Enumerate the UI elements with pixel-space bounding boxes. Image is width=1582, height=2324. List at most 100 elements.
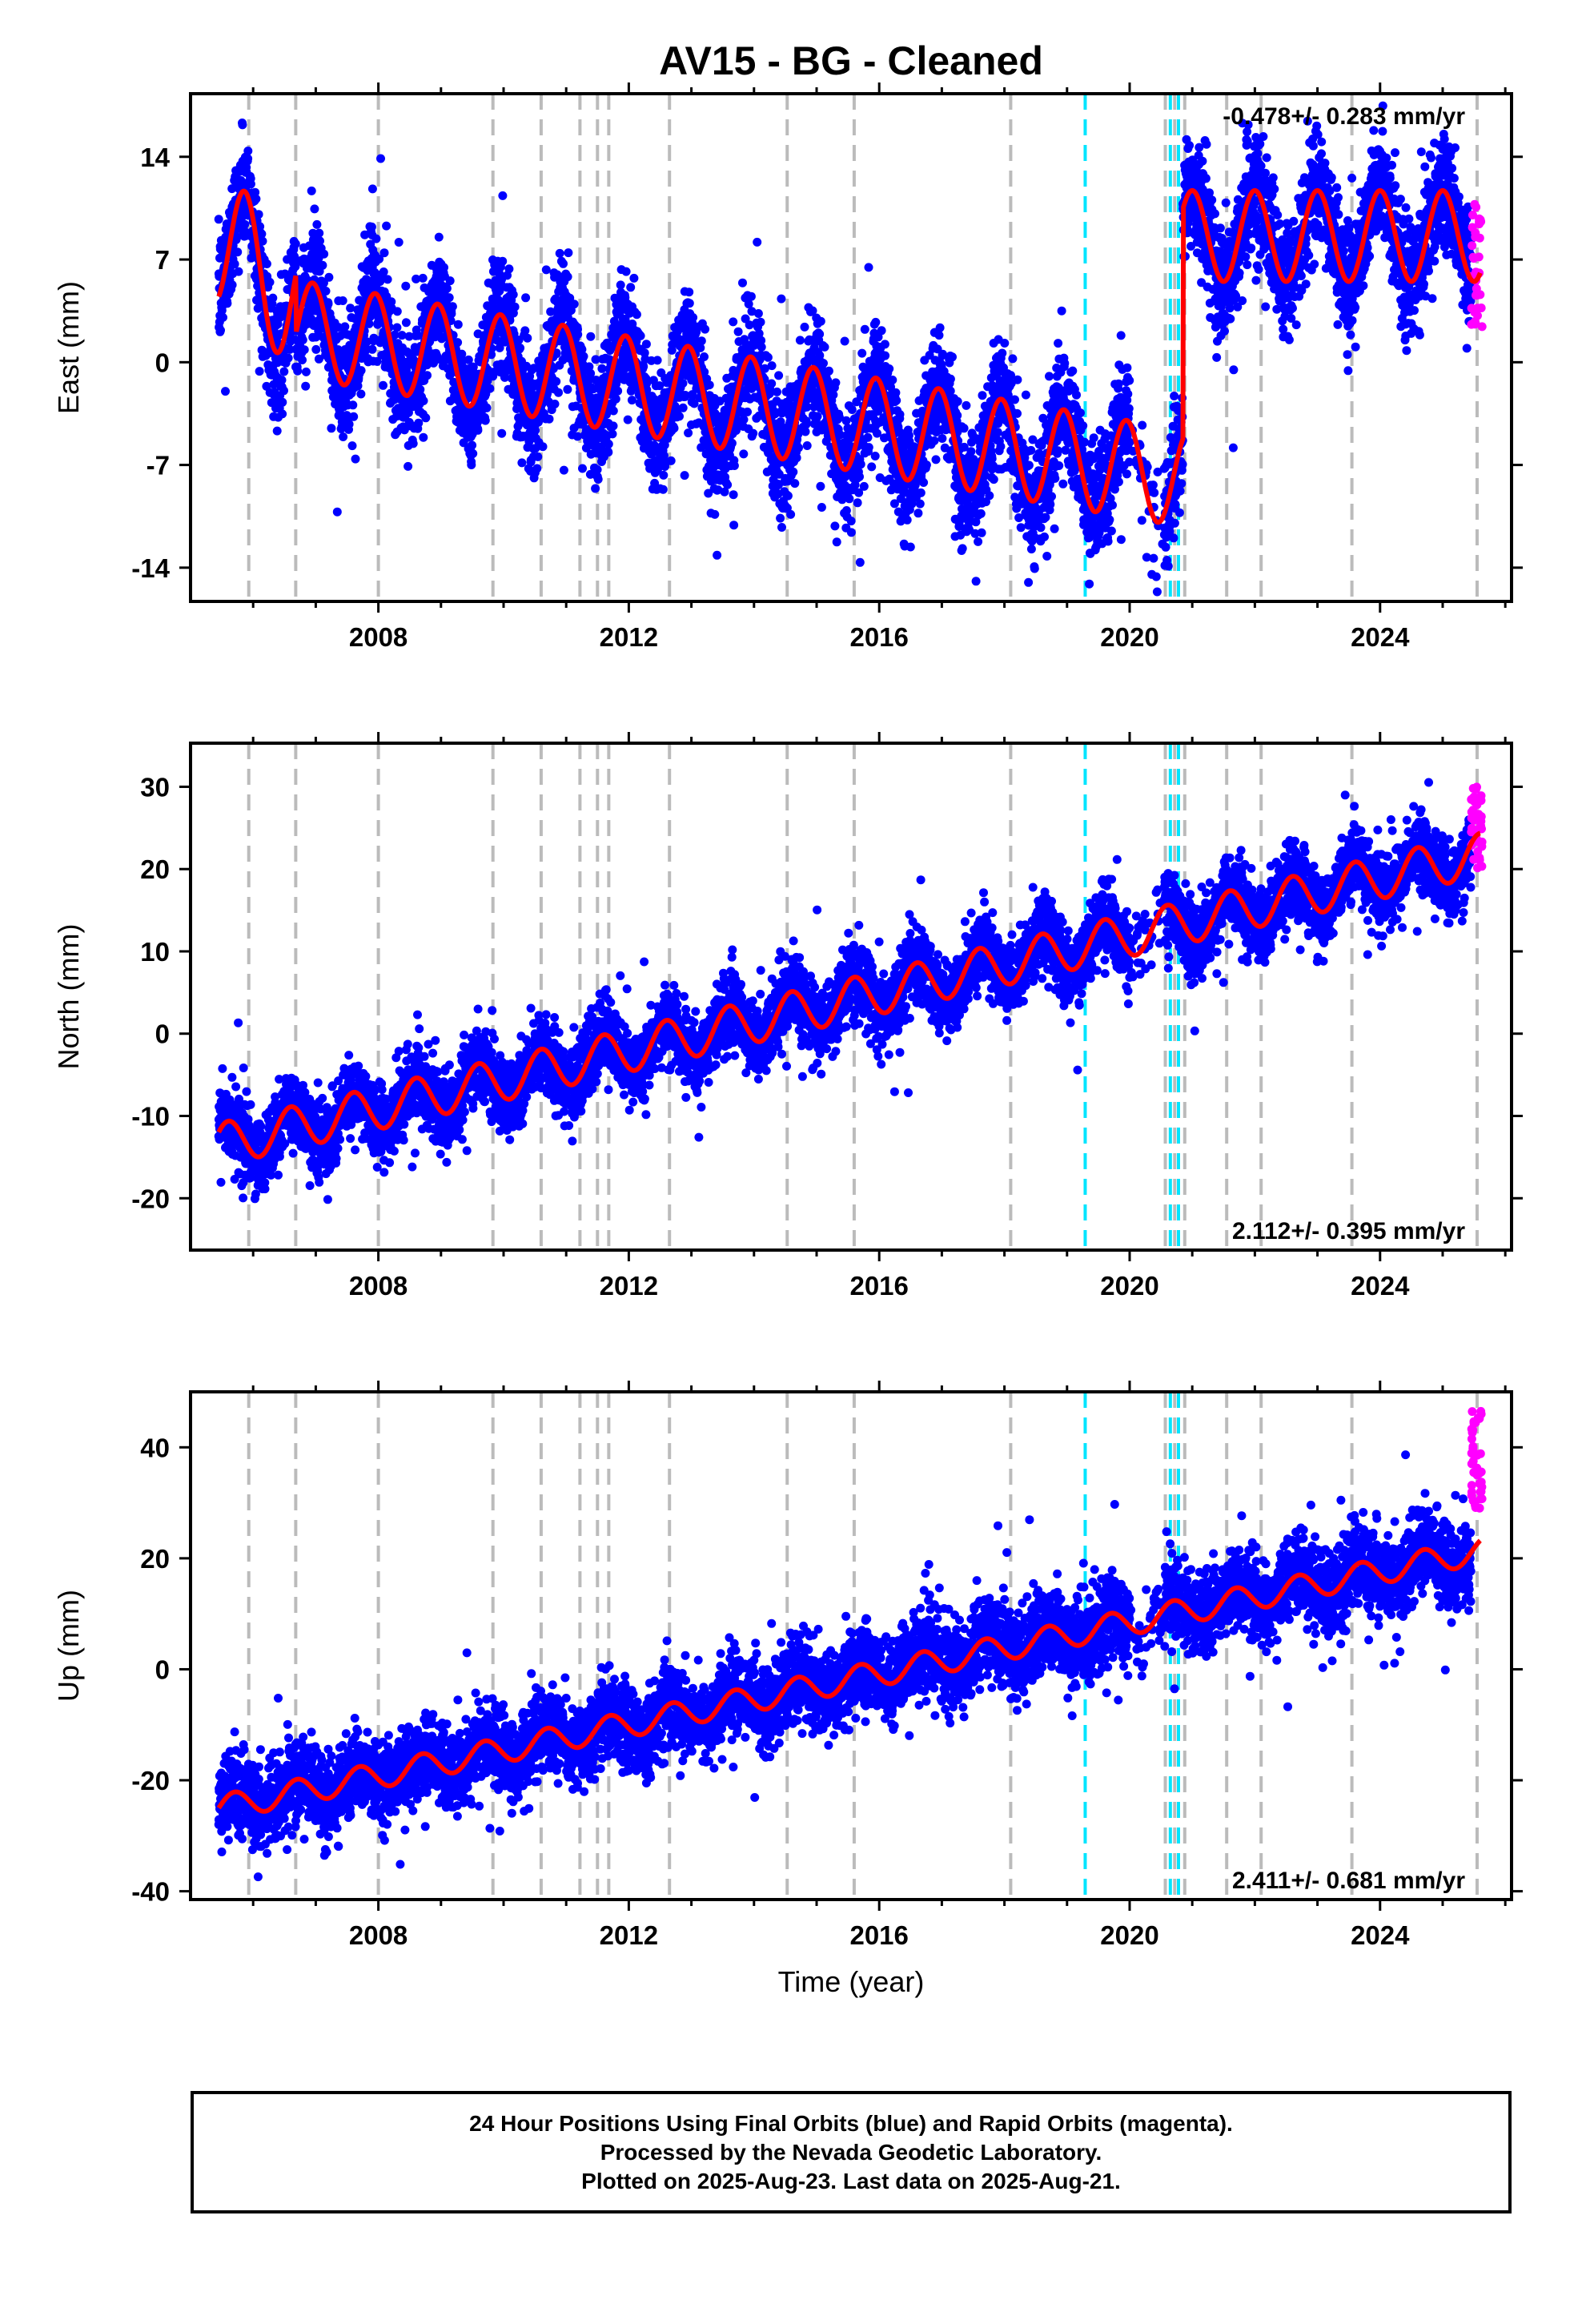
final-orbit-point [552,376,561,386]
final-orbit-point [473,425,483,435]
final-orbit-point [314,354,323,364]
final-orbit-point [608,429,617,439]
final-orbit-point [935,323,945,332]
final-orbit-point [930,436,939,445]
final-orbit-point [227,280,237,290]
final-orbit-point [544,414,554,424]
final-orbit-point [857,348,867,358]
final-orbit-point [498,191,508,200]
final-orbit-point [262,259,271,268]
final-orbit-point [356,366,366,376]
final-orbit-point [846,528,856,537]
final-orbit-point [219,312,227,322]
final-orbit-point [444,293,454,303]
final-orbit-point [394,238,404,247]
final-orbit-point [301,367,311,376]
final-orbit-point [367,184,377,194]
final-orbit-point [800,322,809,332]
final-orbit-point [508,290,518,300]
final-orbit-point [795,336,805,345]
final-orbit-point [1013,375,1022,384]
final-orbit-point [938,434,947,443]
final-orbit-point [419,432,428,442]
east-event-lines [247,94,1479,601]
final-orbit-point [533,452,543,461]
final-orbit-point [258,236,267,246]
final-orbit-point [457,349,467,359]
final-orbit-point [257,229,267,239]
final-orbit-point [278,409,287,419]
final-orbit-point [429,358,438,368]
final-orbit-point [946,374,955,384]
final-orbit-point [629,273,639,283]
final-orbit-point [559,465,568,475]
final-orbit-point [966,447,976,456]
final-orbit-point [959,424,969,433]
final-orbit-point [1040,532,1049,541]
final-orbit-point [272,426,282,436]
final-orbit-point [251,187,260,197]
final-orbit-point [774,371,784,380]
final-orbit-point [666,456,676,465]
final-orbit-point [608,421,618,431]
final-orbit-point [347,441,357,451]
final-orbit-point [216,325,225,335]
final-orbit-point [859,481,869,491]
final-orbit-point [636,331,645,340]
final-orbit-point [255,367,264,376]
final-orbit-point [414,418,424,428]
final-orbit-point [413,331,423,340]
final-orbit-point [468,448,478,458]
final-orbit-point [739,415,749,424]
final-orbit-point [510,302,520,312]
final-orbit-point [311,344,321,354]
final-orbit-point [573,330,583,340]
final-orbit-point [516,344,525,352]
final-orbit-point [382,221,391,231]
final-orbit-point [387,297,396,307]
final-orbit-point [905,542,915,552]
final-orbit-point [895,410,905,419]
final-orbit-point [312,219,322,229]
final-orbit-point [277,376,287,385]
final-orbit-point [733,327,743,336]
final-orbit-point [623,415,632,424]
final-orbit-point [367,344,377,354]
final-orbit-point [684,428,693,438]
final-orbit-point [626,283,636,292]
final-orbit-point [1042,552,1052,561]
final-orbit-point [321,287,331,296]
final-orbit-point [550,400,560,408]
final-orbit-point [338,296,347,305]
final-orbit-point [971,577,981,586]
final-orbit-point [604,440,613,448]
final-orbit-point [1026,445,1036,455]
final-orbit-point [541,265,551,275]
final-orbit-point [285,344,295,354]
final-orbit-point [1054,461,1064,470]
final-orbit-point [1016,523,1026,533]
final-orbit-point [563,272,572,282]
final-orbit-point [855,472,864,481]
final-orbit-point [1060,359,1070,368]
final-orbit-point [802,441,812,450]
final-orbit-point [658,485,668,494]
final-orbit-point [777,523,786,532]
final-orbit-point [689,313,698,322]
final-orbit-point [578,464,587,473]
final-orbit-point [773,387,781,396]
final-orbit-point [659,470,669,480]
final-orbit-point [453,320,463,329]
final-orbit-point [593,475,603,484]
final-orbit-point [705,380,714,390]
final-orbit-point [1050,473,1060,483]
final-orbit-point [586,332,596,341]
final-orbit-point [993,428,1002,437]
final-orbit-point [1024,577,1034,587]
final-orbit-point [279,367,289,376]
final-orbit-point [440,263,448,272]
final-orbit-point [521,293,531,303]
final-orbit-point [948,352,957,362]
final-orbit-point [265,277,275,287]
